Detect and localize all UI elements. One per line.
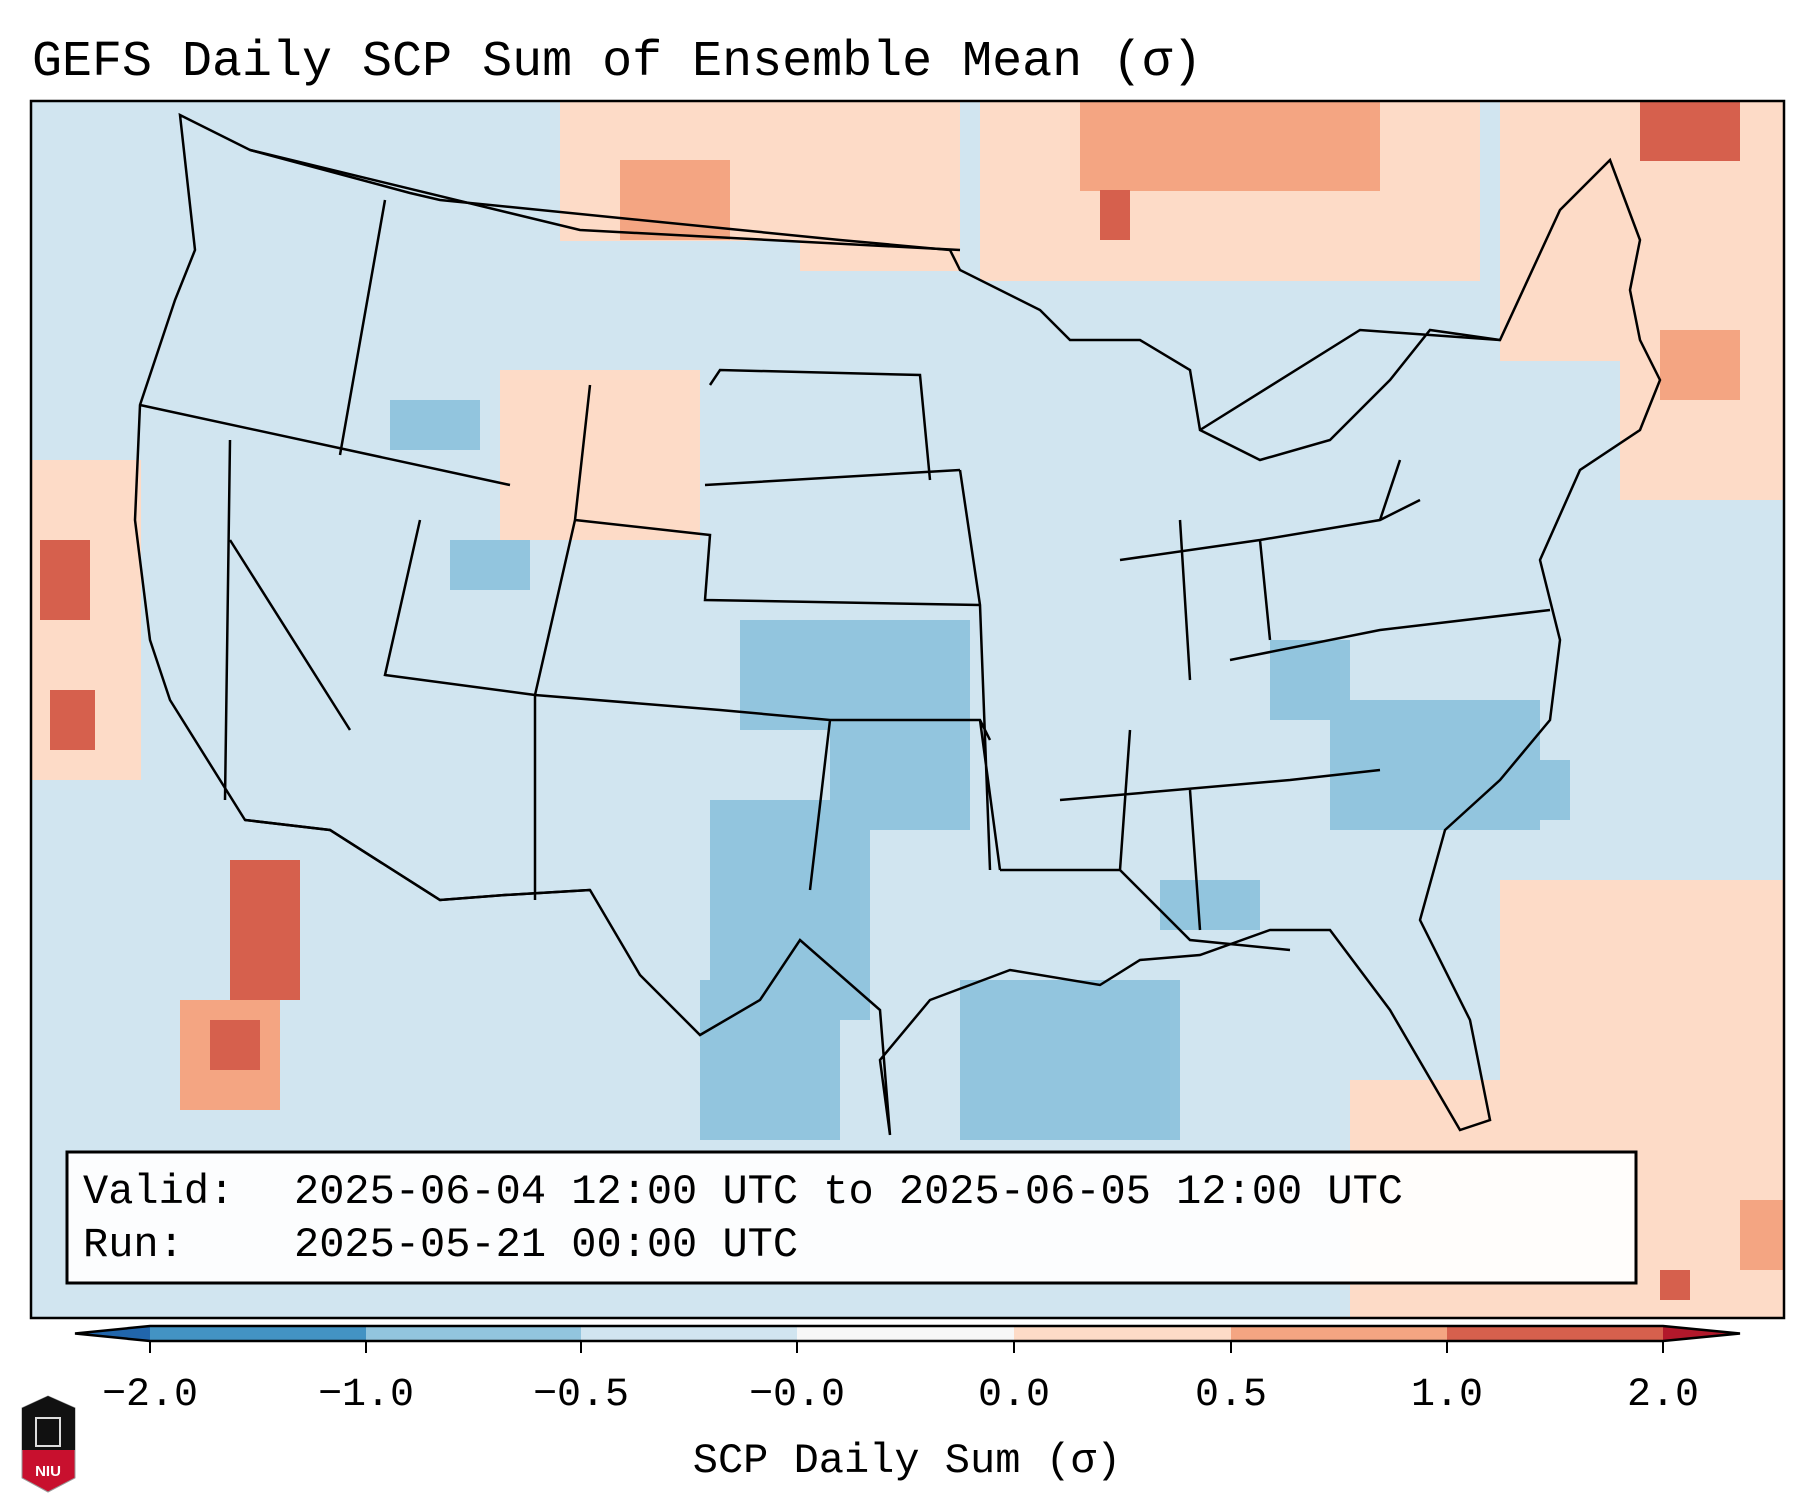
- field-patch: [230, 860, 300, 1000]
- field-patch: [40, 540, 90, 620]
- boundaries: [133, 112, 1662, 1136]
- colorbar-tick-label: −2.0: [102, 1373, 198, 1418]
- run-label: Run:: [83, 1221, 184, 1269]
- field-patch: [1660, 1270, 1690, 1300]
- niu-logo: NIU: [21, 1395, 76, 1493]
- field-patch: [1500, 880, 1784, 1080]
- valid-value: 2025-06-04 12:00 UTC to 2025-06-05 12:00…: [294, 1168, 1403, 1216]
- colorbar-segment: [797, 1326, 1014, 1341]
- colorbar-tick-label: −0.5: [533, 1373, 629, 1418]
- colorbar-segment: [366, 1326, 581, 1341]
- colorbar-label: SCP Daily Sum (σ): [693, 1437, 1121, 1485]
- field-patch: [210, 1020, 260, 1070]
- run-value: 2025-05-21 00:00 UTC: [294, 1221, 798, 1269]
- colorbar-segment: [1231, 1326, 1447, 1341]
- field-patch: [700, 980, 840, 1140]
- canada-border: [249, 148, 1501, 432]
- field-patch: [450, 540, 530, 590]
- mexico-border: [244, 818, 591, 902]
- logo-text: NIU: [35, 1463, 61, 1480]
- field-patch: [1080, 101, 1380, 191]
- chart-title: GEFS Daily SCP Sum of Ensemble Mean (σ): [32, 34, 1202, 91]
- colorbar-tick-label: 0.5: [1195, 1373, 1267, 1418]
- colorbar-tick-label: 0.0: [978, 1373, 1050, 1418]
- colorbar-tick-label: 2.0: [1627, 1373, 1699, 1418]
- field-patch: [1420, 760, 1570, 820]
- field-patch: [960, 980, 1180, 1140]
- colorbar-tick-label: −1.0: [318, 1373, 414, 1418]
- colorbar-segment: [150, 1326, 366, 1341]
- colorbar-tick-label: 1.0: [1411, 1373, 1483, 1418]
- colorbar-extend-low: [75, 1326, 150, 1341]
- colorbar-extend-high: [1663, 1326, 1740, 1341]
- field-patch: [1660, 330, 1740, 400]
- field-patch: [1100, 190, 1130, 240]
- field-patch: [50, 690, 95, 750]
- field-patch: [1270, 640, 1350, 720]
- scp-field: [31, 101, 1784, 1318]
- map-frame: [29, 99, 1786, 1320]
- colorbar-segment: [1447, 1326, 1663, 1341]
- field-patch: [1160, 880, 1260, 930]
- colorbar-segment: [1014, 1326, 1231, 1341]
- field-patch: [500, 370, 700, 540]
- field-patch: [1640, 101, 1740, 161]
- field-patch: [390, 400, 480, 450]
- field-patch: [1740, 1200, 1784, 1270]
- state-lines: [139, 199, 1551, 952]
- colorbar-segment: [581, 1326, 797, 1341]
- map-area: [31, 101, 1784, 1318]
- colorbar-tick-label: −0.0: [749, 1373, 845, 1418]
- valid-label: Valid:: [83, 1168, 234, 1216]
- colorbar: −2.0 −1.0 −0.5 −0.0 0.0 0.5 1.0 2.0: [74, 1324, 1741, 1418]
- info-box: Valid: 2025-06-04 12:00 UTC to 2025-06-0…: [65, 1150, 1638, 1285]
